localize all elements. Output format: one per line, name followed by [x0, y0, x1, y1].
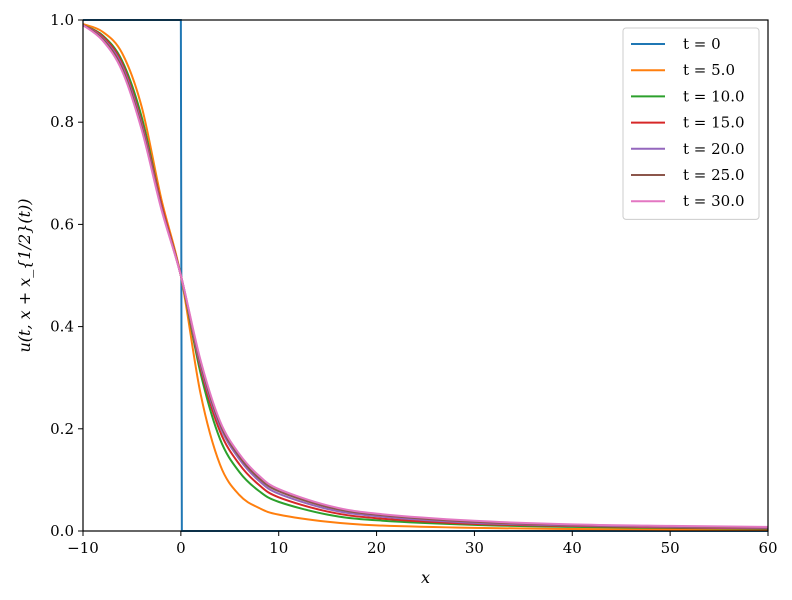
x-tick-label: 0 — [176, 539, 186, 557]
x-tick-label: 10 — [269, 539, 288, 557]
y-axis-ticks: 0.0 0.2 0.4 0.6 0.8 1.0 — [50, 11, 83, 540]
legend-label: t = 25.0 — [683, 166, 745, 184]
legend-label: t = 0 — [683, 35, 721, 53]
x-tick-label: 30 — [465, 539, 484, 557]
y-tick-label: 0.4 — [50, 318, 74, 336]
legend-box — [622, 27, 760, 220]
y-tick-label: 0.8 — [50, 113, 74, 131]
legend-label: t = 5.0 — [683, 61, 735, 79]
series-line-2 — [83, 24, 768, 530]
x-tick-label: 40 — [563, 539, 582, 557]
series-line-6 — [83, 24, 768, 528]
x-tick-label: 20 — [367, 539, 386, 557]
legend-label: t = 20.0 — [683, 140, 745, 158]
plot-lines — [83, 19, 768, 532]
legend-label: t = 30.0 — [683, 192, 745, 210]
x-tick-label: −10 — [67, 539, 99, 557]
legend: t = 0 t = 5.0 t = 10.0 t = 15.0 t = 20.0 t = … — [622, 27, 760, 220]
y-tick-label: 0.6 — [50, 215, 74, 233]
legend-label: t = 15.0 — [683, 114, 745, 132]
x-axis-ticks: −10 0 10 20 30 40 50 60 — [67, 531, 778, 557]
y-tick-label: 1.0 — [50, 11, 74, 29]
legend-label: t = 10.0 — [683, 87, 745, 105]
x-tick-label: 50 — [661, 539, 680, 557]
y-tick-label: 0.0 — [50, 522, 74, 540]
x-axis-label: x — [421, 568, 430, 587]
y-tick-label: 0.2 — [50, 420, 74, 438]
y-axis-label: u(t, x + x_{1/2}(t)) — [15, 198, 34, 352]
plot-frame — [82, 19, 769, 532]
series-line-1 — [83, 23, 768, 531]
x-tick-label: 60 — [758, 539, 777, 557]
